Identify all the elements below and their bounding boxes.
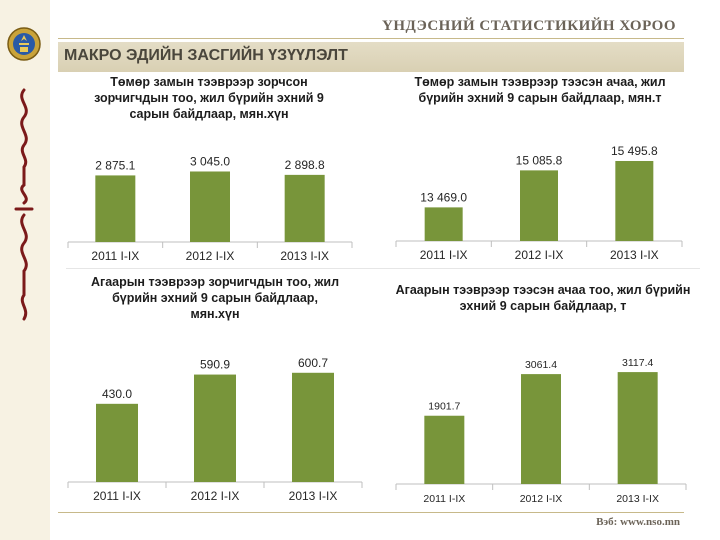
panel-separator — [66, 268, 700, 269]
bar — [292, 372, 334, 482]
x-tick-label: 2012 I-IX — [191, 489, 240, 503]
data-label: 600.7 — [298, 356, 328, 370]
chart-title: Төмөр замын тээврээр тээсэн ачаа, жил бү… — [414, 75, 666, 105]
bar — [521, 374, 561, 484]
chart-rail-freight: Төмөр замын тээврээр тээсэн ачаа, жил бү… — [390, 74, 690, 268]
x-tick-label: 2012 I-IX — [515, 248, 564, 262]
bar — [617, 372, 658, 484]
bar — [190, 171, 230, 242]
x-tick-label: 2012 I-IX — [186, 249, 235, 263]
chart-plot: 2 875.1 2011 I-IX 3 045.0 2012 I-IX 2 898.8 2… — [67, 154, 353, 263]
data-label: 3117.4 — [622, 357, 653, 369]
x-tick-label: 2013 I-IX — [610, 248, 659, 262]
mongolian-script-decoration — [14, 88, 34, 321]
chart-plot: 13 469.0 2011 I-IX 15 085.8 2012 I-IX 15 495… — [395, 144, 683, 262]
bar — [424, 207, 463, 241]
chart-plot: 1901.7 2011 I-IX 3061.4 2012 I-IX 3117.4 2013… — [395, 357, 687, 505]
chart-title: Агаарын тээврээр тээсэн ачаа тоо, жил бү… — [395, 283, 691, 313]
data-label: 2 898.8 — [285, 158, 325, 172]
x-tick-label: 2011 I-IX — [423, 493, 465, 505]
data-label: 430.0 — [102, 387, 132, 401]
chart-title: Төмөр замын тээврээр зорчсон зорчигчдын … — [94, 75, 324, 121]
chart-air-freight: Агаарын тээврээр тээсэн ачаа тоо, жил бү… — [390, 272, 700, 510]
section-banner: МАКРО ЭДИЙН ЗАСГИЙН ҮЗҮҮЛЭЛТ — [58, 42, 684, 72]
header-divider — [58, 38, 684, 39]
data-label: 1901.7 — [428, 401, 460, 413]
data-label: 13 469.0 — [420, 190, 467, 204]
bar — [284, 174, 325, 242]
x-tick-label: 2011 I-IX — [91, 249, 139, 263]
sidebar-decoration — [0, 0, 50, 540]
chart-rail-passengers: Төмөр замын тээврээр зорчсон зорчигчдын … — [60, 74, 360, 268]
bar — [96, 403, 138, 482]
chart-air-passengers: Агаарын тээврээр зорчигчдын тоо, жил бүр… — [60, 272, 370, 510]
section-title: МАКРО ЭДИЙН ЗАСГИЙН ҮЗҮҮЛЭЛТ — [64, 47, 348, 64]
data-label: 2 875.1 — [95, 158, 135, 172]
bar — [520, 170, 558, 241]
bar — [424, 415, 465, 484]
data-label: 15 085.8 — [516, 153, 563, 167]
x-tick-label: 2011 I-IX — [93, 489, 141, 503]
x-tick-label: 2013 I-IX — [289, 489, 338, 503]
website-link[interactable]: Вэб: www.nso.mn — [596, 516, 680, 528]
x-tick-label: 2012 I-IX — [520, 493, 563, 505]
chart-title: Агаарын тээврээр зорчигчдын тоо, жил бүр… — [90, 275, 340, 321]
chart-plot: 430.0 2011 I-IX 590.9 2012 I-IX 600.7 2013 I-… — [67, 356, 363, 503]
data-label: 15 495.8 — [611, 144, 658, 158]
x-tick-label: 2013 I-IX — [616, 493, 659, 505]
bar — [194, 374, 236, 482]
x-tick-label: 2011 I-IX — [420, 248, 468, 262]
data-label: 590.9 — [200, 358, 230, 372]
data-label: 3 045.0 — [190, 154, 230, 168]
data-label: 3061.4 — [525, 359, 557, 371]
x-tick-label: 2013 I-IX — [280, 249, 329, 263]
organization-name: ҮНДЭСНИЙ СТАТИСТИКИЙН ХОРОО — [381, 18, 676, 34]
bar — [95, 175, 136, 242]
footer-divider — [58, 512, 684, 513]
bar — [615, 160, 654, 241]
state-emblem-icon — [7, 27, 41, 61]
